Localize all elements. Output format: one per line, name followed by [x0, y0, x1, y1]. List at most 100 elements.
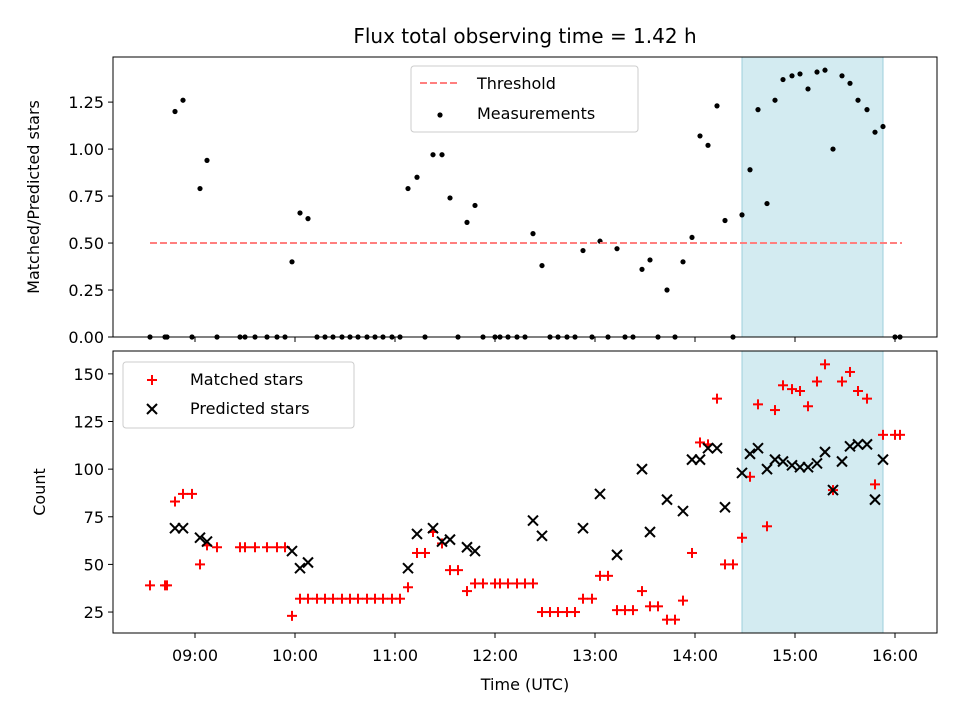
- panel1-series0-point-3: [170, 496, 180, 507]
- panel1-series1-point-16: [577, 522, 589, 534]
- panel1-series0-point-31: [420, 547, 430, 558]
- panel1-y-tick-label-1: 50: [84, 555, 104, 574]
- panel1-series1-point-25: [702, 442, 714, 454]
- panel1-series0-point-26: [378, 593, 388, 604]
- panel0-series0-point-67: [722, 217, 728, 224]
- panel0-series0-point-76: [797, 71, 803, 77]
- panel0-series0-point-83: [855, 97, 861, 103]
- top-y-ticks: 0.00 0.25 0.50 0.75 1.00 1.25: [68, 93, 113, 347]
- x-tick-label-2: 11:00: [372, 646, 418, 665]
- panel0-series0-point-6: [197, 185, 203, 192]
- panel1-series0-point-68: [728, 559, 738, 570]
- bottom-x-ticks: 09:00 10:00 11:00 12:00 13:00 14:00 15:00 16:00: [172, 633, 918, 665]
- panel1-series1-point-36: [802, 461, 814, 473]
- panel0-series0-point-3: [172, 108, 178, 115]
- panel0-series0-point-16: [297, 210, 303, 216]
- panel0-series0-point-69: [739, 212, 745, 218]
- panel1-series0-point-61: [670, 614, 680, 625]
- bottom-panel: 25 50 75 100 125 150 09:00 10:00 11:00 12:00 13:0…: [30, 350, 938, 665]
- panel1-series0-point-44: [528, 578, 538, 589]
- panel0-series0-point-17: [305, 216, 311, 222]
- panel1-series1-point-45: [877, 453, 889, 466]
- panel0-series0-point-50: [580, 247, 586, 254]
- panel1-series1-point-17: [594, 488, 606, 500]
- x-tick-label-4: 13:00: [572, 646, 618, 665]
- panel0-y-tick-label-0: 0.00: [68, 328, 104, 347]
- panel1-series0-point-38: [478, 578, 488, 589]
- panel1-series0-point-74: [778, 380, 788, 391]
- panel0-series0-point-15: [289, 259, 295, 265]
- panel0-series0-point-77: [805, 86, 811, 92]
- panel1-series1-point-29: [744, 448, 756, 460]
- panel0-series0-point-4: [180, 97, 186, 103]
- bottom-y-ticks: 25 50 75 100 125 150: [73, 365, 113, 622]
- panel1-series0-point-8: [212, 542, 222, 553]
- panel1-series1-point-22: [677, 505, 689, 517]
- highlight-span-bottom: [741, 350, 884, 634]
- bottom-legend-box: [122, 361, 355, 429]
- panel1-series0-point-51: [587, 593, 597, 604]
- panel1-series0-point-15: [287, 610, 297, 621]
- panel0-series0-point-78: [814, 69, 820, 75]
- panel1-series1-point-11: [444, 533, 456, 546]
- panel1-series0-point-82: [845, 366, 855, 377]
- panel1-series0-point-10: [240, 542, 250, 553]
- top-panel-frame: [112, 56, 938, 338]
- panel1-series1-point-33: [777, 455, 789, 468]
- panel0-series0-point-44: [530, 231, 536, 237]
- panel0-series0-point-84: [864, 107, 870, 113]
- panel1-series1-point-13: [469, 545, 481, 557]
- panel0-series0-point-57: [639, 266, 645, 272]
- panel1-series1-point-39: [827, 484, 839, 496]
- top-legend: Threshold Measurements: [410, 65, 639, 133]
- panel0-series0-point-73: [772, 97, 778, 103]
- panel1-series0-point-81: [837, 376, 847, 387]
- panel0-series0-point-7: [204, 157, 210, 163]
- panel1-series0-point-79: [820, 359, 830, 370]
- panel0-y-tick-label-4: 1.00: [68, 140, 104, 159]
- panel1-series0-point-49: [570, 607, 580, 618]
- panel1-series1-point-40: [836, 455, 848, 468]
- panel1-series1-point-21: [661, 493, 673, 506]
- highlight-span-top: [741, 56, 884, 338]
- panel1-series0-point-56: [628, 605, 638, 616]
- panel1-series1-point-38: [819, 446, 831, 458]
- panel1-series1-point-2: [194, 532, 206, 544]
- panel0-series0-point-32: [430, 152, 436, 158]
- panel0-series0-point-29: [405, 185, 411, 192]
- panel0-series0-point-62: [680, 259, 686, 265]
- panel0-series0-point-66: [714, 103, 720, 109]
- panel1-y-tick-label-4: 125: [73, 413, 104, 432]
- panel0-series0-point-85: [872, 129, 878, 135]
- panel0-series0-point-65: [705, 142, 711, 148]
- panel1-series0-point-86: [878, 429, 888, 440]
- panel0-series0-point-34: [447, 195, 453, 201]
- x-tick-label-3: 12:00: [472, 646, 518, 665]
- panel1-series1-point-8: [411, 528, 423, 540]
- x-axis-label: Time (UTC): [480, 675, 569, 694]
- panel0-y-tick-label-2: 0.50: [68, 234, 104, 253]
- legend-predicted-swatch: [146, 403, 158, 415]
- panel1-series0-point-47: [553, 607, 563, 618]
- panel0-series0-point-74: [780, 76, 786, 83]
- panel1-y-tick-label-0: 25: [84, 603, 104, 622]
- panel1-series0-point-41: [503, 578, 513, 589]
- panel0-series0-point-75: [789, 73, 795, 79]
- panel1-series1-point-14: [527, 514, 539, 527]
- panel1-y-tick-label-3: 100: [73, 460, 104, 479]
- panel1-series0-point-11: [250, 542, 260, 553]
- panel1-series0-point-88: [895, 429, 905, 440]
- panel1-series0-point-53: [603, 570, 613, 581]
- panel1-series1-point-4: [286, 545, 298, 557]
- legend-matched-swatch: [147, 375, 157, 385]
- panel1-series0-point-62: [678, 595, 688, 606]
- top-legend-box: [410, 65, 639, 133]
- panel1-series0-point-35: [453, 565, 463, 576]
- panel1-series1-point-30: [752, 442, 764, 454]
- panel1-series1-point-18: [611, 549, 623, 561]
- panel1-series0-point-73: [770, 405, 780, 416]
- panel1-series0-point-71: [753, 399, 763, 410]
- bottom-panel-points: [145, 359, 905, 625]
- panel1-series1-point-37: [811, 457, 823, 470]
